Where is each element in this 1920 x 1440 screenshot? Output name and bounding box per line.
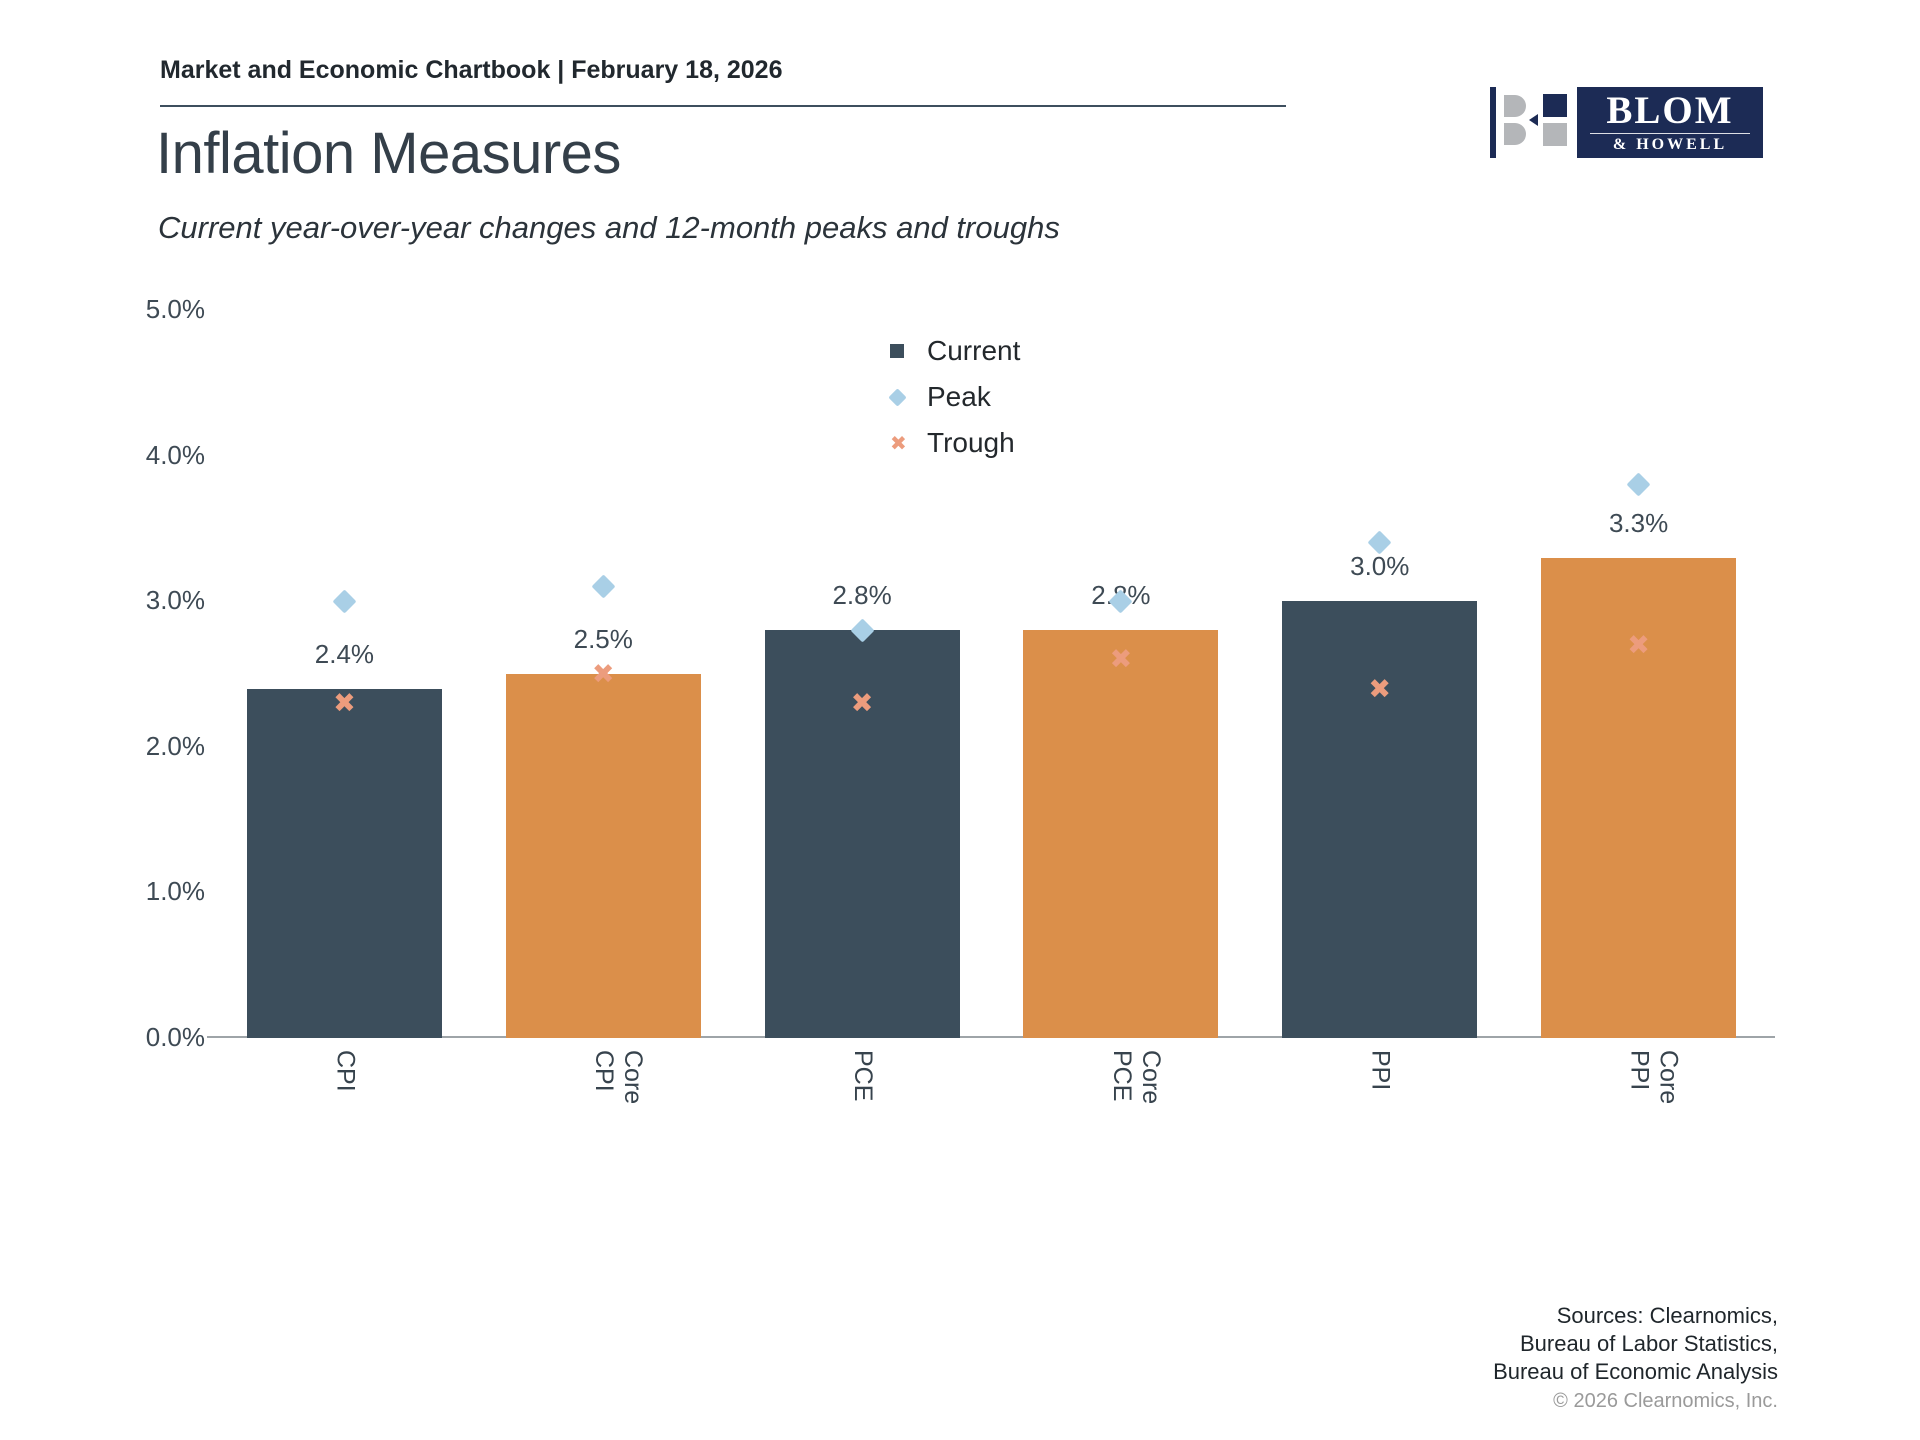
x-legend-icon: ✖ (890, 433, 920, 453)
trough-marker-icon: ✖ (850, 688, 874, 720)
logo-b-shape-icon (1504, 95, 1526, 117)
x-glyph: ✖ (890, 431, 907, 455)
page-title: Inflation Measures (156, 121, 621, 186)
legend-item-trough: ✖ Trough (890, 426, 1020, 460)
bar-group-core-ppi: 3.3% ✖ Core PPI (1509, 310, 1768, 1104)
square-legend-icon (890, 344, 920, 358)
bar-value-label: 2.8% (832, 580, 892, 611)
source-line: Sources: Clearnomics, (1556, 1303, 1778, 1328)
current-bar (1023, 630, 1219, 1038)
logo-square-icon (1543, 123, 1567, 146)
logo-bar-icon (1490, 87, 1496, 158)
company-logo: BLOM & HOWELL (1488, 86, 1768, 160)
legend-label: Peak (927, 381, 991, 412)
y-tick-label: 1.0% (145, 876, 205, 907)
chart-legend: Current Peak ✖ Trough (888, 334, 1020, 472)
trough-marker-icon: ✖ (591, 659, 615, 690)
logo-b-shape-icon (1504, 123, 1526, 145)
legend-item-peak: Peak (888, 380, 1020, 414)
x-axis-category-label: PPI (1366, 1050, 1395, 1091)
peak-marker-icon (332, 589, 357, 614)
legend-label: Current (927, 335, 1021, 366)
logo-subname: & HOWELL (1612, 136, 1728, 153)
source-line: Bureau of Labor Statistics, (1519, 1331, 1778, 1356)
x-axis-category-label: Core PCE (1107, 1050, 1165, 1105)
current-bar (764, 630, 960, 1038)
y-tick-label: 0.0% (145, 1022, 205, 1052)
x-axis-category-label: CPI (331, 1050, 360, 1092)
logo-name: BLOM (1606, 89, 1734, 132)
x-axis-category-label: Core CPI (590, 1050, 648, 1105)
bar-value-label: 3.3% (1608, 507, 1669, 538)
bar-group-cpi: 2.4% ✖ CPI (215, 310, 474, 1092)
bar-group-ppi: 3.0% ✖ PPI (1250, 310, 1509, 1090)
y-tick-label: 3.0% (145, 585, 205, 616)
bar-group-pce: 2.8% ✖ PCE (733, 310, 992, 1101)
square-glyph (890, 344, 904, 358)
legend-label: Trough (927, 427, 1015, 458)
bar-value-label: 2.4% (314, 638, 375, 669)
sources-footer: Sources: Clearnomics, Bureau of Labor St… (1493, 1302, 1778, 1414)
trough-marker-icon: ✖ (1627, 629, 1650, 661)
copyright: © 2026 Clearnomics, Inc. (1553, 1390, 1778, 1412)
bar-value-label: 3.0% (1350, 551, 1410, 582)
x-axis-category-label: PCE (849, 1050, 878, 1102)
bar-group-core-pce: 2.8%✖Core PCE (992, 310, 1251, 1104)
logo-square-icon (1543, 94, 1567, 117)
y-tick-label: 2.0% (145, 730, 205, 761)
logo-wordmark: BLOM & HOWELL (1577, 87, 1763, 158)
y-tick-label: 5.0% (145, 294, 205, 324)
x-axis-line (207, 1036, 1775, 1038)
trough-marker-icon: ✖ (333, 688, 356, 720)
current-bar (505, 674, 701, 1038)
y-tick-label: 4.0% (145, 439, 205, 470)
x-axis-category-label: Core PPI (1625, 1050, 1683, 1105)
page-subtitle: Current year-over-year changes and 12-mo… (158, 210, 1060, 245)
trough-marker-icon: ✖ (1109, 644, 1133, 676)
current-bar (1541, 557, 1737, 1038)
current-bar (1282, 601, 1478, 1038)
peak-marker-icon (591, 574, 616, 599)
bar-group-core-cpi: 2.5% ✖ Core CPI (474, 310, 733, 1104)
logo-triangle-icon (1529, 114, 1538, 126)
header-divider (160, 105, 1286, 107)
source-line: Bureau of Economic Analysis (1493, 1359, 1778, 1384)
current-bar (246, 688, 442, 1038)
bar-value-label: 2.5% (573, 624, 633, 654)
trough-marker-icon: ✖ (1368, 673, 1392, 705)
legend-item-current: Current (890, 334, 1020, 368)
logo-divider (1590, 133, 1750, 134)
breadcrumb: Market and Economic Chartbook | February… (160, 56, 783, 84)
peak-marker-icon (1626, 472, 1651, 497)
